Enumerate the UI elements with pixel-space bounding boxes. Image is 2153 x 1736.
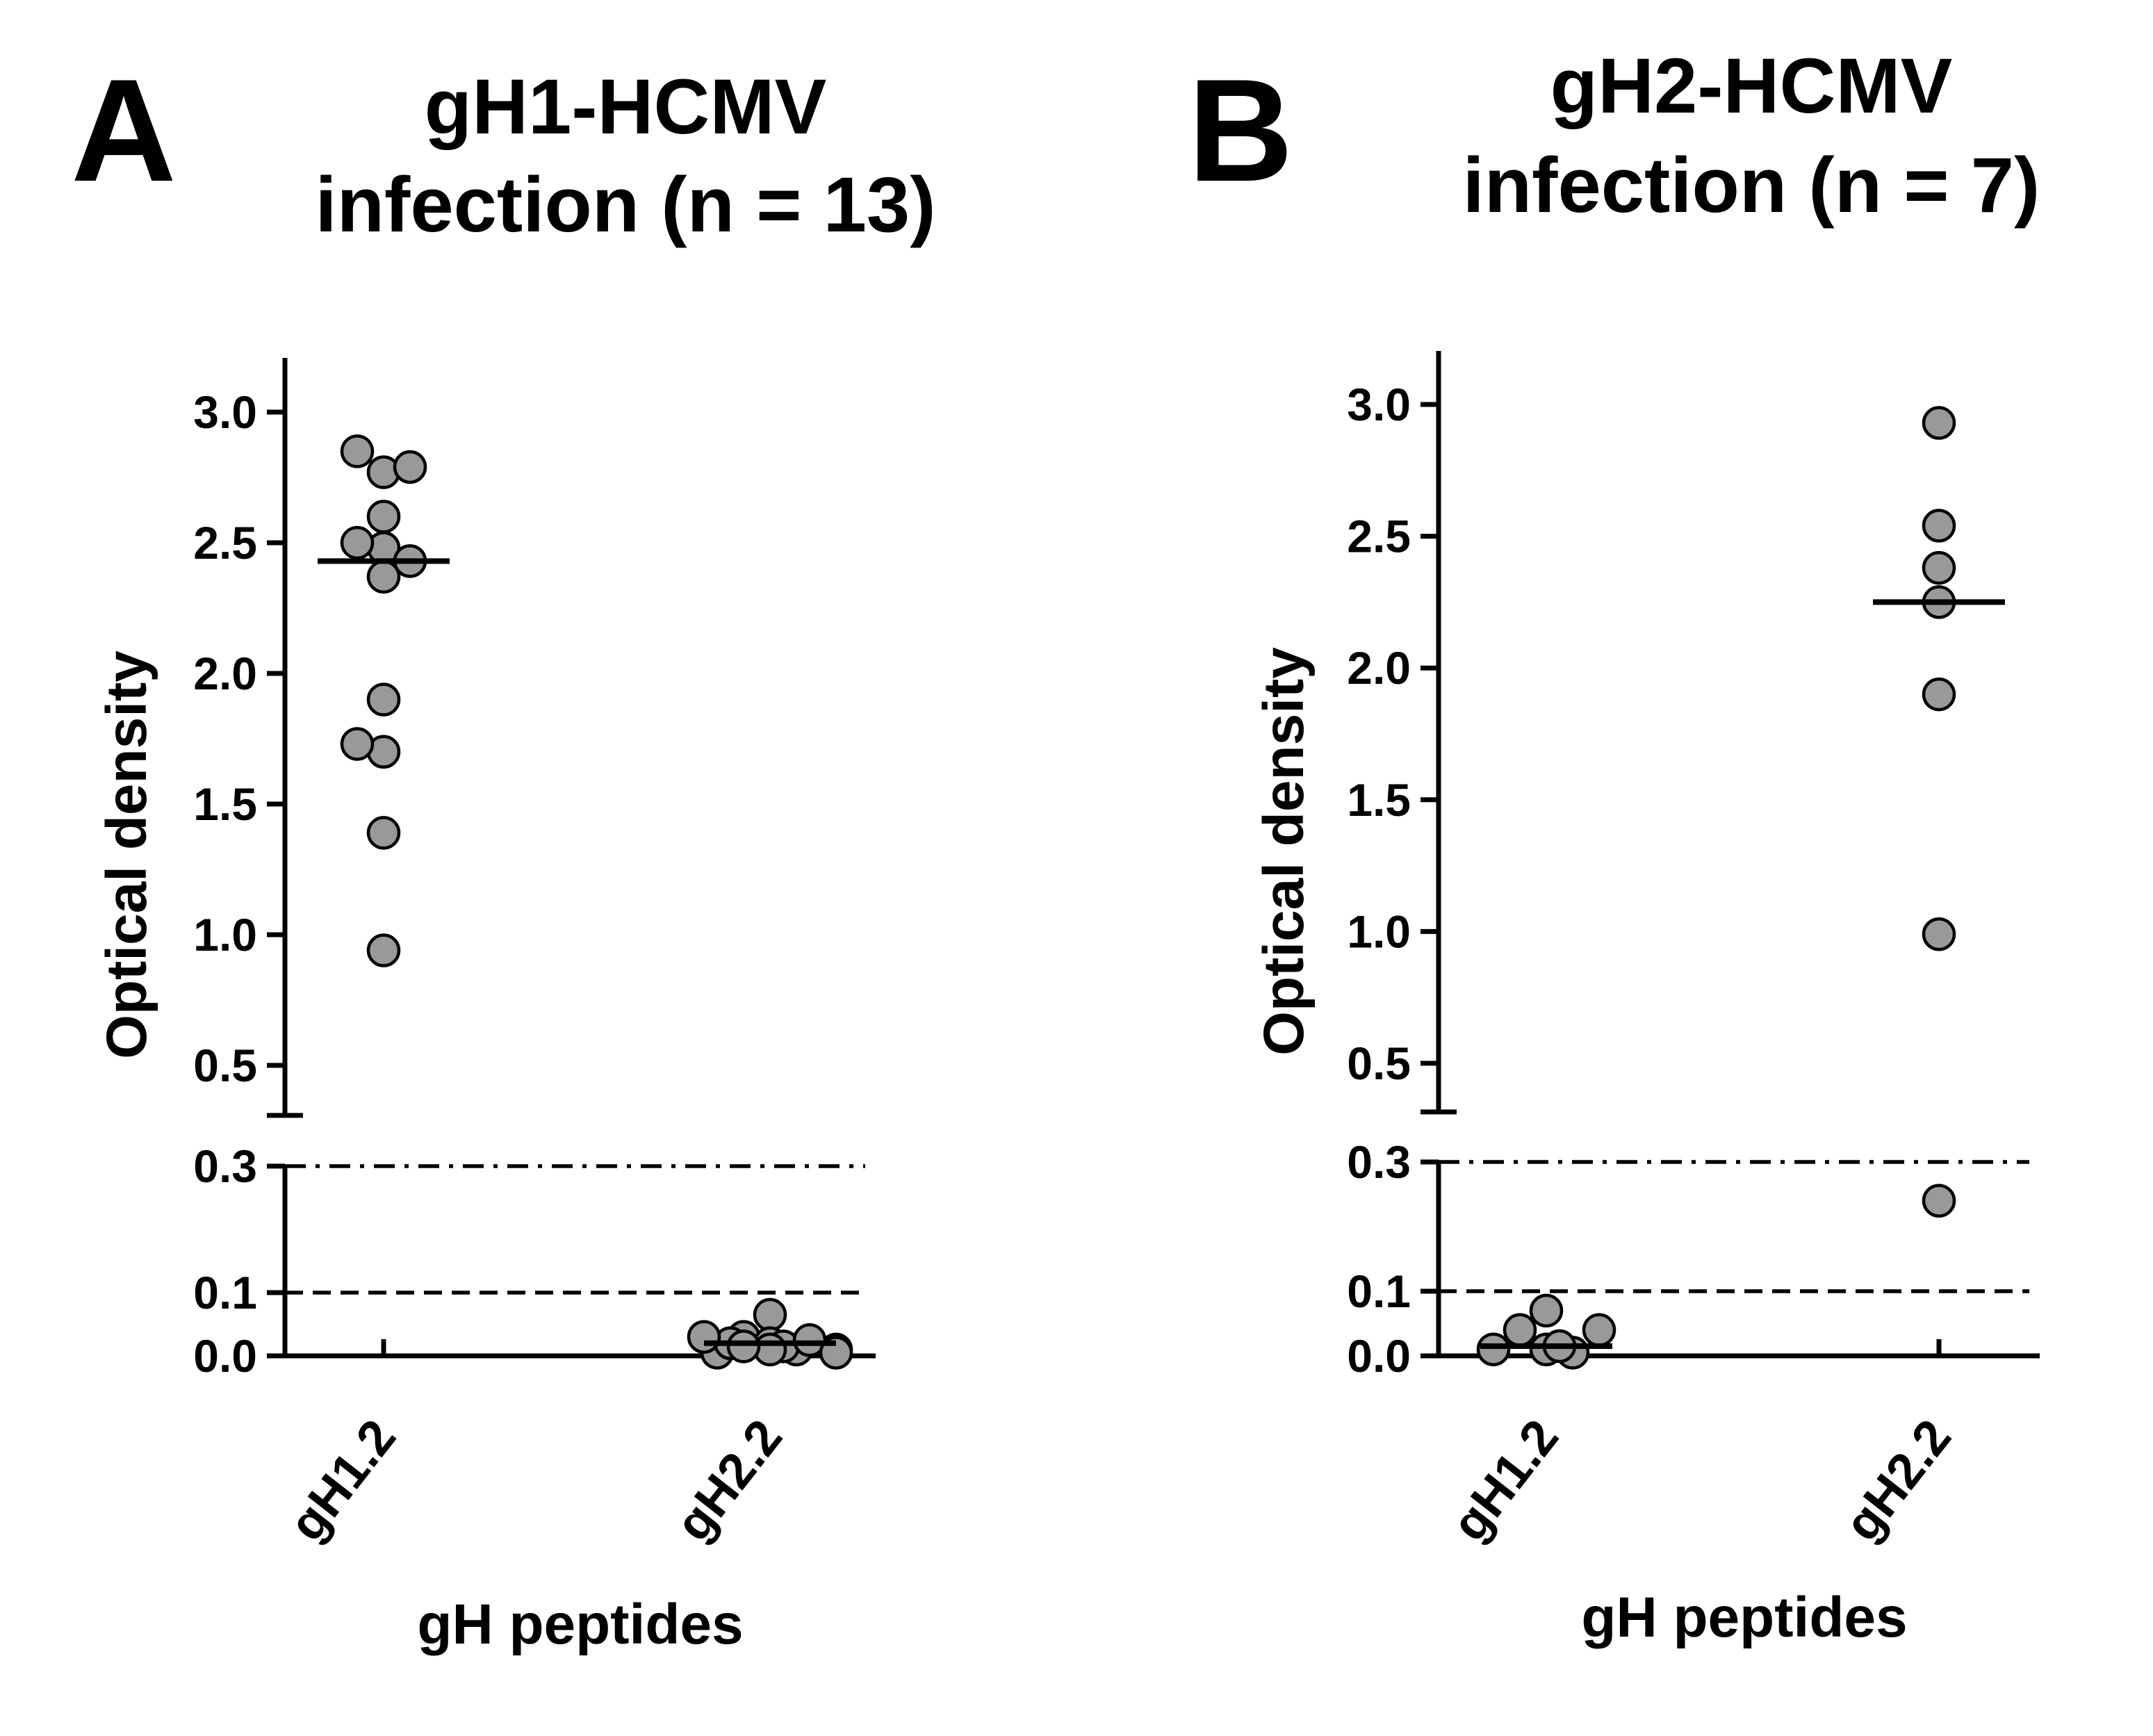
y-axis-label: Optical density: [1252, 647, 1316, 1056]
y-tick-label: 0.1: [1347, 1266, 1411, 1317]
data-point-gH1-2: [366, 559, 401, 594]
x-axis-label: gH peptides: [417, 1593, 743, 1656]
data-point-gH1-2: [366, 500, 401, 534]
x-axis-label: gH peptides: [1581, 1586, 1907, 1649]
y-tick-label: 3.0: [1347, 379, 1411, 430]
data-point-gH1-2: [366, 682, 401, 716]
y-tick-label: 1.0: [193, 909, 257, 960]
y-tick-label: 0.3: [1347, 1136, 1411, 1188]
data-point-gH2-2: [1922, 917, 1956, 951]
y-tick-label: 0.0: [1347, 1330, 1411, 1382]
data-point-gH1-2: [393, 450, 427, 484]
x-category-label: gH2.2: [1834, 1409, 1962, 1551]
chart-title-line2: infection (n = 13): [316, 161, 936, 248]
chart-title-line1: gH2-HCMV: [1550, 42, 1953, 129]
data-point-gH1-2: [340, 434, 375, 468]
x-category-label: gH1.2: [279, 1409, 407, 1551]
y-tick-label: 3.0: [193, 386, 257, 438]
chart-title-line1: gH1-HCMV: [425, 63, 827, 150]
y-tick-label: 0.3: [193, 1140, 257, 1192]
data-point-gH2-2: [1922, 677, 1956, 712]
data-point-gH2-2: [753, 1297, 787, 1332]
data-point-gH2-2: [1922, 509, 1956, 543]
y-tick-label: 0.1: [193, 1267, 257, 1318]
x-category-label: gH2.2: [665, 1409, 793, 1551]
data-point-gH1-2: [366, 933, 401, 967]
y-tick-label: 2.5: [193, 517, 257, 568]
y-tick-label: 0.5: [1347, 1038, 1411, 1089]
data-point-gH2-2: [687, 1320, 721, 1354]
data-point-gH1-2: [1476, 1332, 1511, 1366]
data-point-gH1-2: [340, 727, 375, 761]
panel-letter-a: A: [71, 49, 177, 212]
x-category-label: gH1.2: [1441, 1409, 1569, 1551]
panel-letter-b: B: [1188, 49, 1293, 212]
y-tick-label: 1.0: [1347, 906, 1411, 957]
y-tick-label: 2.0: [193, 648, 257, 699]
data-point-gH1-2: [1529, 1293, 1564, 1328]
data-point-gH1-2: [366, 816, 401, 850]
chart-title-line2: infection (n = 7): [1463, 142, 2040, 229]
y-tick-label: 2.0: [1347, 642, 1411, 694]
y-tick-label: 1.5: [1347, 774, 1411, 826]
data-point-gH2-2: [1922, 1184, 1956, 1218]
y-tick-label: 0.0: [193, 1330, 257, 1382]
data-point-gH2-2: [726, 1329, 761, 1364]
data-point-gH1-2: [340, 525, 375, 560]
data-point-gH2-2: [1922, 406, 1956, 440]
data-point-gH1-2: [1503, 1313, 1537, 1348]
y-tick-label: 0.5: [193, 1040, 257, 1091]
y-tick-label: 1.5: [193, 778, 257, 830]
data-point-gH2-2: [1922, 550, 1956, 585]
y-axis-label: Optical density: [95, 650, 158, 1059]
data-point-gH1-2: [1582, 1313, 1616, 1348]
y-tick-label: 2.5: [1347, 511, 1411, 562]
